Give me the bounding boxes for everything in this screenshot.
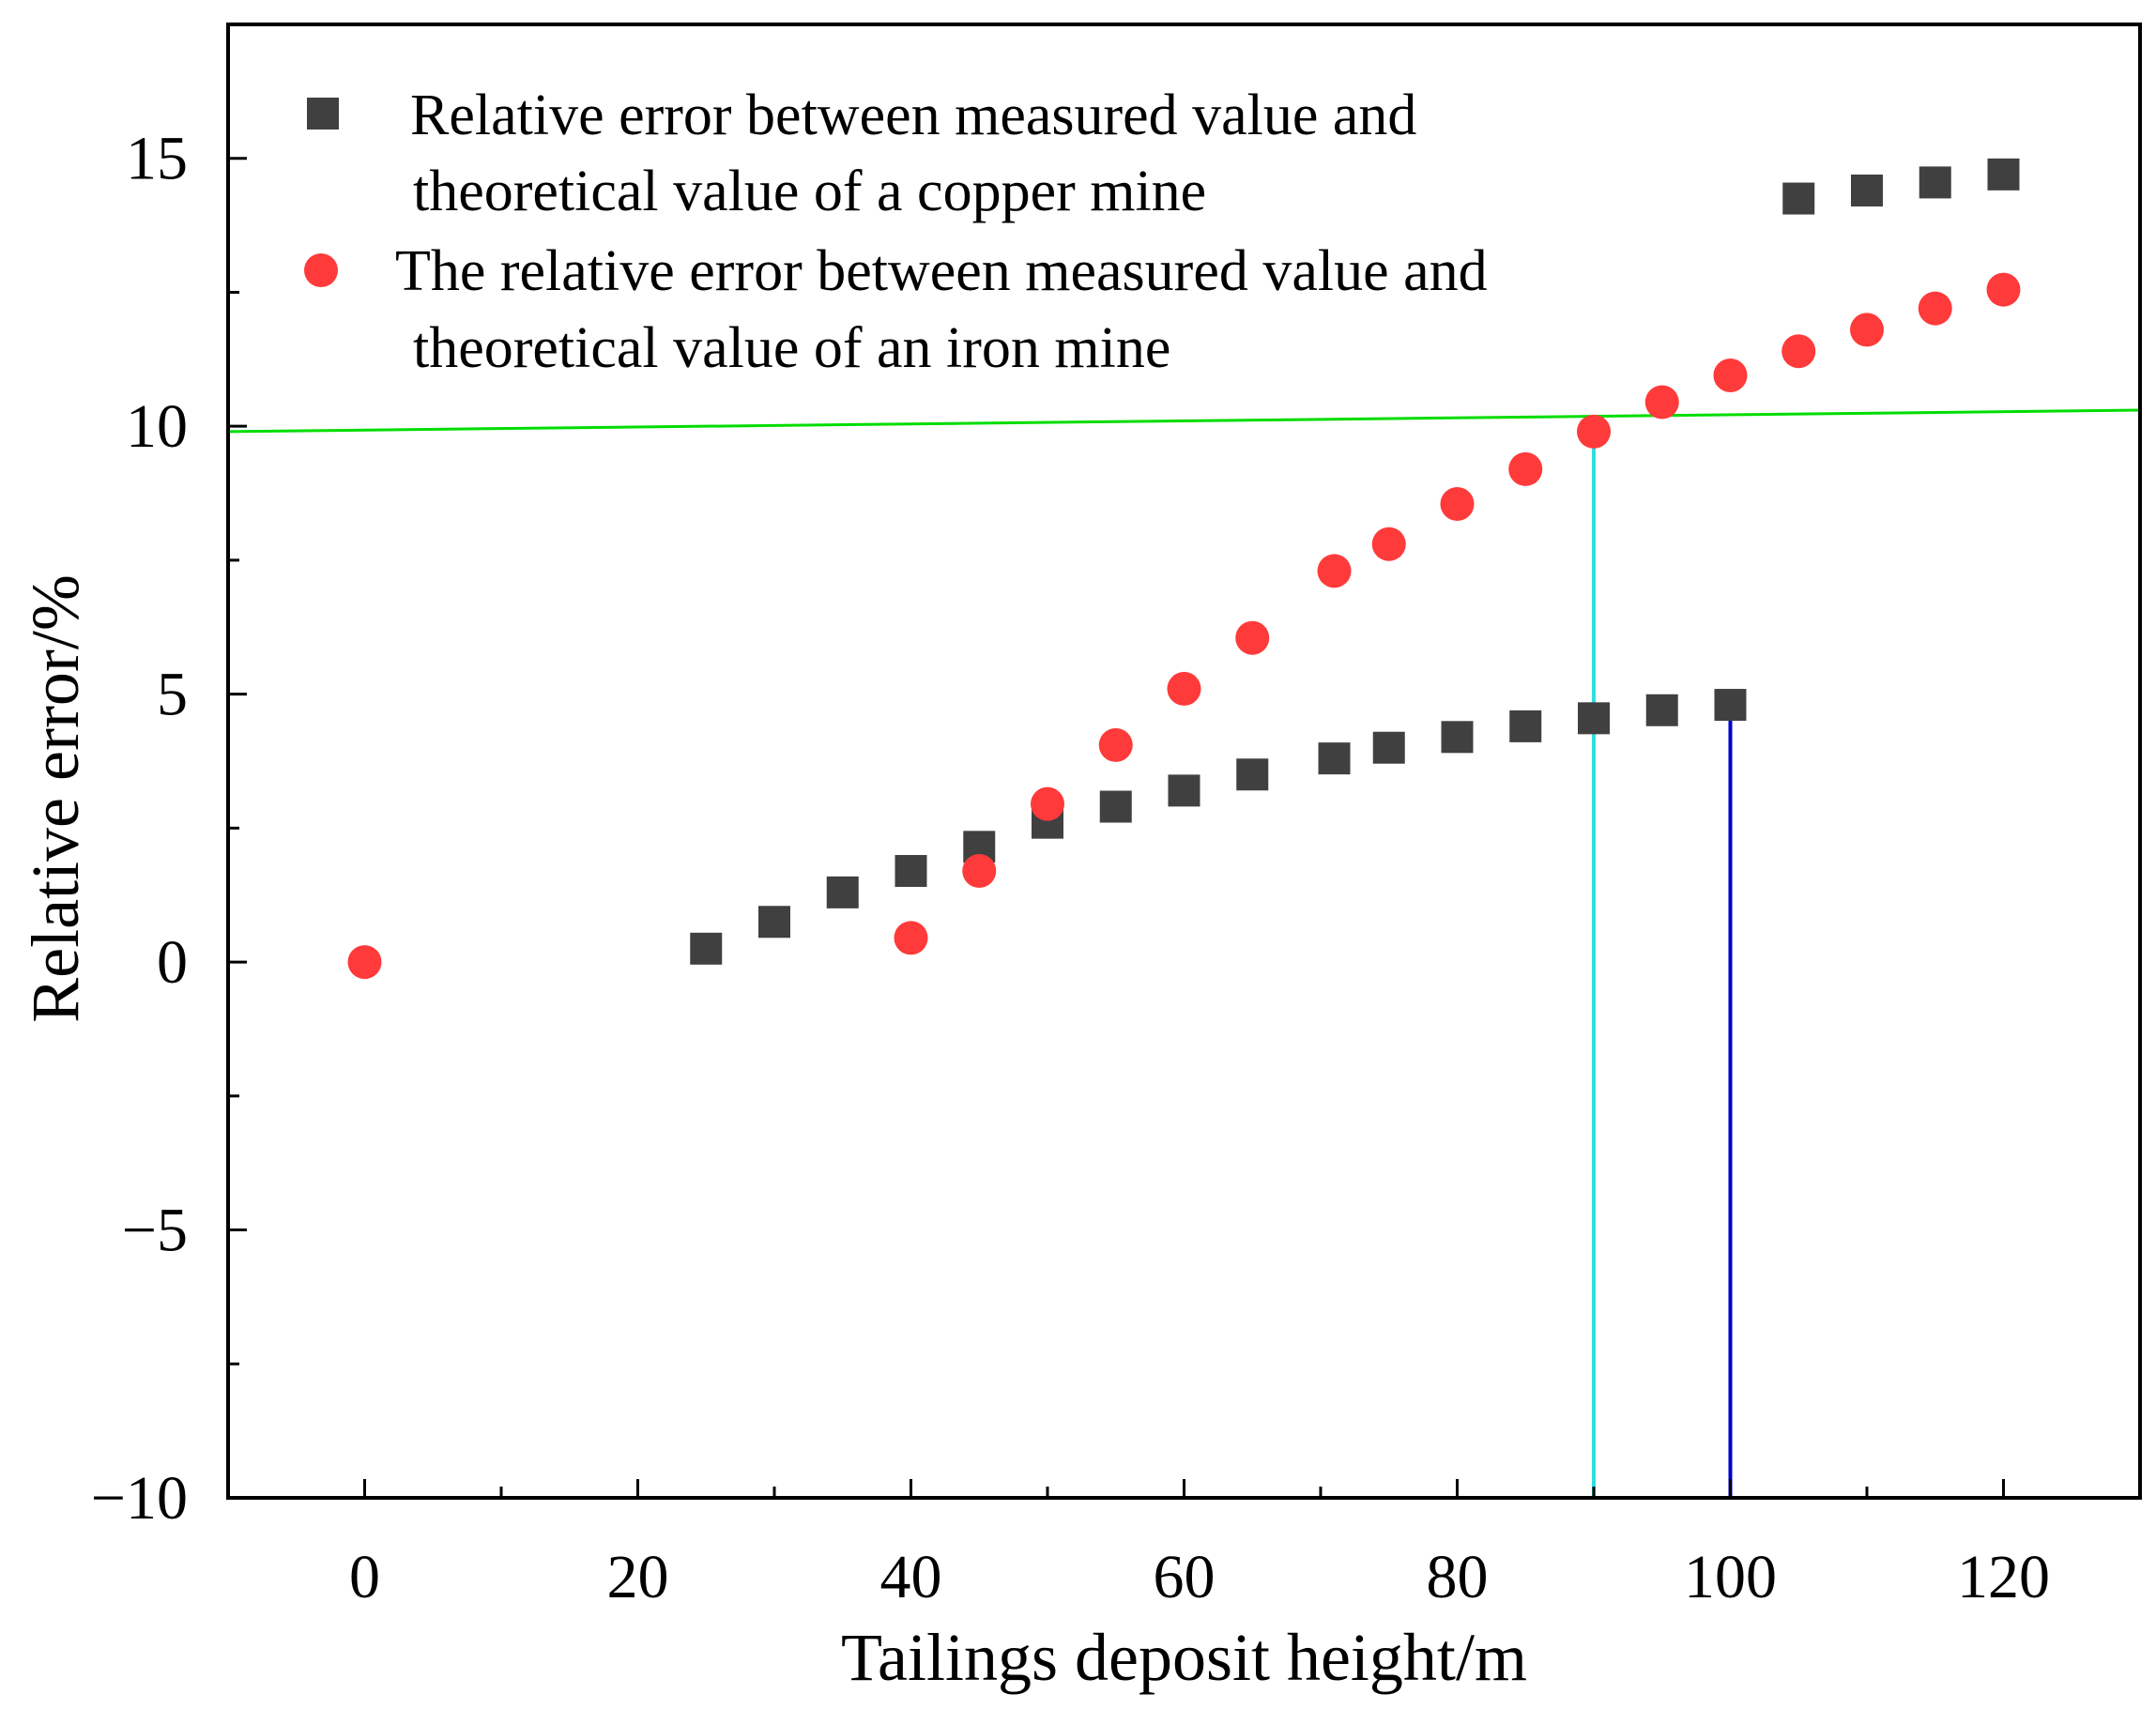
copper-point [895,855,927,888]
iron-point [1508,451,1543,486]
x-tick-label: 40 [880,1543,942,1611]
copper-point [1509,710,1542,742]
legend-marker-copper [307,98,339,130]
iron-point [1371,526,1406,561]
copper-point [1919,166,1951,199]
iron-point [1317,554,1352,588]
y-tick-label: 0 [157,928,188,997]
legend-label-copper-line2: theoretical value of a copper mine [413,160,1206,223]
y-tick-labels: −10 −5 0 5 10 15 [91,125,188,1533]
copper-point [690,932,723,965]
legend: Relative error between measured value an… [304,84,1488,380]
x-tick-label: 100 [1684,1543,1777,1611]
reference-line-0 [227,408,2141,434]
x-tick-label: 120 [1957,1543,2050,1611]
copper-point [1578,702,1610,735]
x-tick-label: 20 [607,1543,669,1611]
iron-point [1918,291,1952,326]
data-points [347,158,2021,980]
y-axis-title: Relative error/% [18,574,93,1023]
iron-point [1781,334,1816,369]
iron-point [1440,486,1475,521]
copper-point [1372,731,1405,764]
x-tick-label: 0 [349,1543,380,1611]
legend-label-iron-line1: The relative error between measured valu… [395,239,1488,303]
iron-point [1167,671,1201,706]
iron-point [1713,358,1748,392]
iron-point [1031,786,1064,821]
iron-point [1235,620,1270,655]
copper-point [1987,158,2020,191]
copper-point [1441,721,1474,754]
reference-lines [227,408,2141,1498]
y-tick-label: 15 [126,125,188,193]
iron-point [1577,414,1611,449]
y-tick-label: 10 [126,392,188,461]
plot-frame [226,23,2142,1500]
y-tick-label: −10 [91,1464,188,1533]
x-tick-label: 80 [1427,1543,1489,1611]
copper-point [1645,694,1678,726]
copper-point [826,876,859,908]
copper-point [758,906,790,938]
iron-point [1986,272,2021,307]
x-tick-labels: 0 20 40 60 80 100 120 [349,1543,2050,1611]
y-tick-label: −5 [122,1197,188,1265]
iron-point [894,921,928,955]
x-tick-label: 60 [1154,1543,1216,1611]
legend-marker-iron [304,253,338,287]
iron-point [1850,313,1884,347]
copper-point [1318,742,1351,775]
copper-point [1236,758,1269,791]
copper-point [1782,182,1815,215]
y-tick-label: 5 [157,661,188,729]
legend-label-copper-line1: Relative error between measured value an… [410,84,1416,147]
iron-point [1098,727,1133,762]
iron-point [1644,385,1679,420]
copper-point [1168,774,1200,807]
iron-point [347,945,382,980]
copper-point [1851,174,1883,206]
iron-point [962,854,997,889]
copper-point [1099,790,1132,823]
legend-label-iron-line2: theoretical value of an iron mine [413,316,1170,380]
copper-point [1714,689,1747,722]
x-axis-title: Tailings deposit height/m [841,1620,1527,1695]
